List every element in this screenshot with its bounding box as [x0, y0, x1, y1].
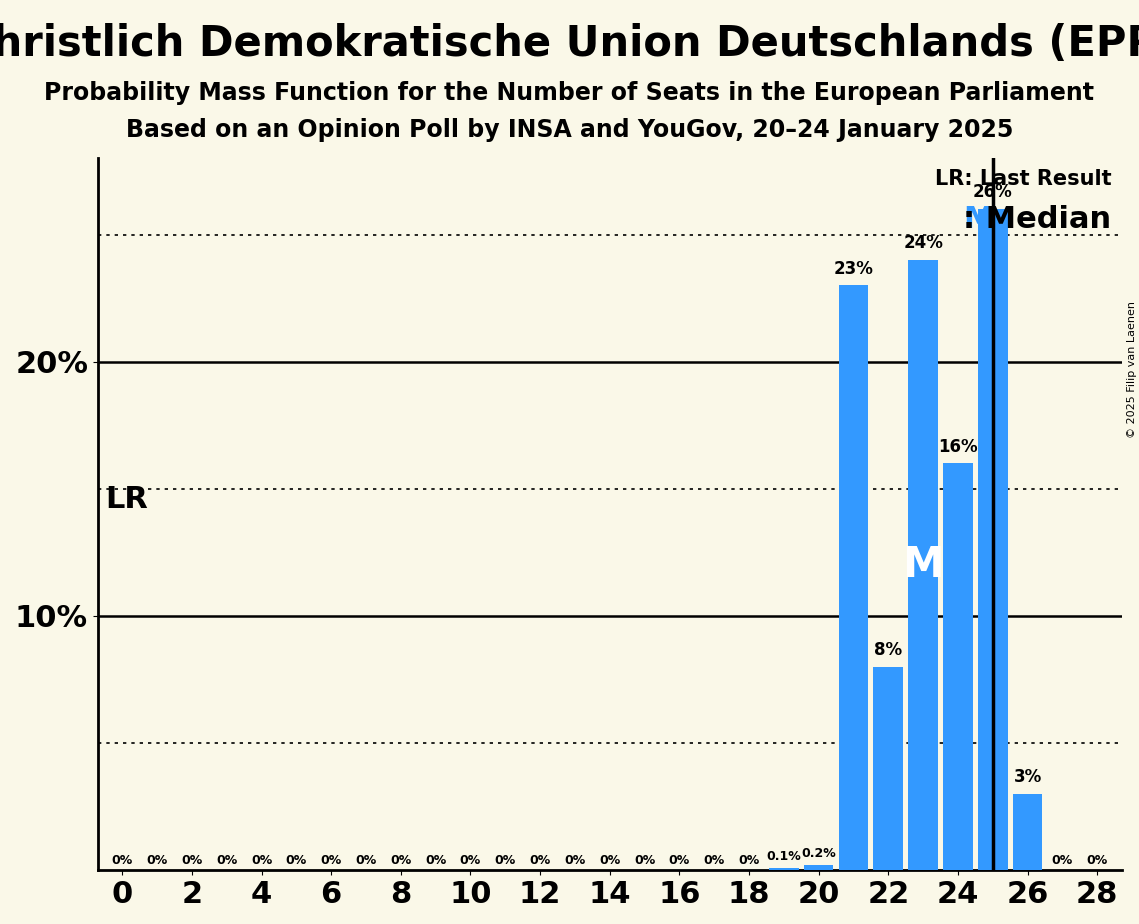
- Text: 0%: 0%: [391, 854, 411, 868]
- Text: 0%: 0%: [1051, 854, 1073, 868]
- Text: 24%: 24%: [903, 235, 943, 252]
- Text: 16%: 16%: [939, 438, 977, 456]
- Bar: [769, 868, 798, 870]
- Bar: [804, 865, 834, 870]
- Text: 0.1%: 0.1%: [767, 850, 801, 863]
- Text: 8%: 8%: [875, 641, 902, 659]
- Text: 0%: 0%: [181, 854, 203, 868]
- Bar: [874, 667, 903, 870]
- Text: 0%: 0%: [704, 854, 724, 868]
- Text: 0%: 0%: [251, 854, 272, 868]
- Bar: [1013, 794, 1042, 870]
- Text: 0%: 0%: [564, 854, 585, 868]
- Text: Christlich Demokratische Union Deutschlands (EPP): Christlich Demokratische Union Deutschla…: [0, 23, 1139, 65]
- Text: 23%: 23%: [834, 260, 874, 278]
- Text: 26%: 26%: [973, 184, 1013, 201]
- Text: © 2025 Filip van Laenen: © 2025 Filip van Laenen: [1126, 301, 1137, 438]
- Text: 0%: 0%: [112, 854, 133, 868]
- Text: 0%: 0%: [460, 854, 481, 868]
- Text: 0%: 0%: [286, 854, 306, 868]
- Bar: [908, 260, 937, 870]
- Text: 0%: 0%: [634, 854, 655, 868]
- Text: 0%: 0%: [494, 854, 516, 868]
- Text: 0%: 0%: [147, 854, 167, 868]
- Text: M: M: [962, 204, 993, 234]
- Text: 0%: 0%: [1087, 854, 1108, 868]
- Text: 0%: 0%: [669, 854, 690, 868]
- Text: M: M: [902, 544, 944, 586]
- Text: 0%: 0%: [216, 854, 237, 868]
- Text: 0.2%: 0.2%: [801, 847, 836, 860]
- Text: Probability Mass Function for the Number of Seats in the European Parliament: Probability Mass Function for the Number…: [44, 81, 1095, 105]
- Bar: [838, 286, 868, 870]
- Text: : Median: : Median: [964, 204, 1112, 234]
- Text: 0%: 0%: [425, 854, 446, 868]
- Bar: [943, 464, 973, 870]
- Text: 0%: 0%: [355, 854, 377, 868]
- Text: 3%: 3%: [1014, 769, 1042, 786]
- Bar: [978, 209, 1008, 870]
- Text: LR: Last Result: LR: Last Result: [935, 169, 1112, 188]
- Text: 0%: 0%: [530, 854, 550, 868]
- Text: 0%: 0%: [320, 854, 342, 868]
- Text: LR: LR: [105, 485, 148, 515]
- Text: 0%: 0%: [599, 854, 621, 868]
- Text: 0%: 0%: [738, 854, 760, 868]
- Text: Based on an Opinion Poll by INSA and YouGov, 20–24 January 2025: Based on an Opinion Poll by INSA and You…: [125, 118, 1014, 142]
